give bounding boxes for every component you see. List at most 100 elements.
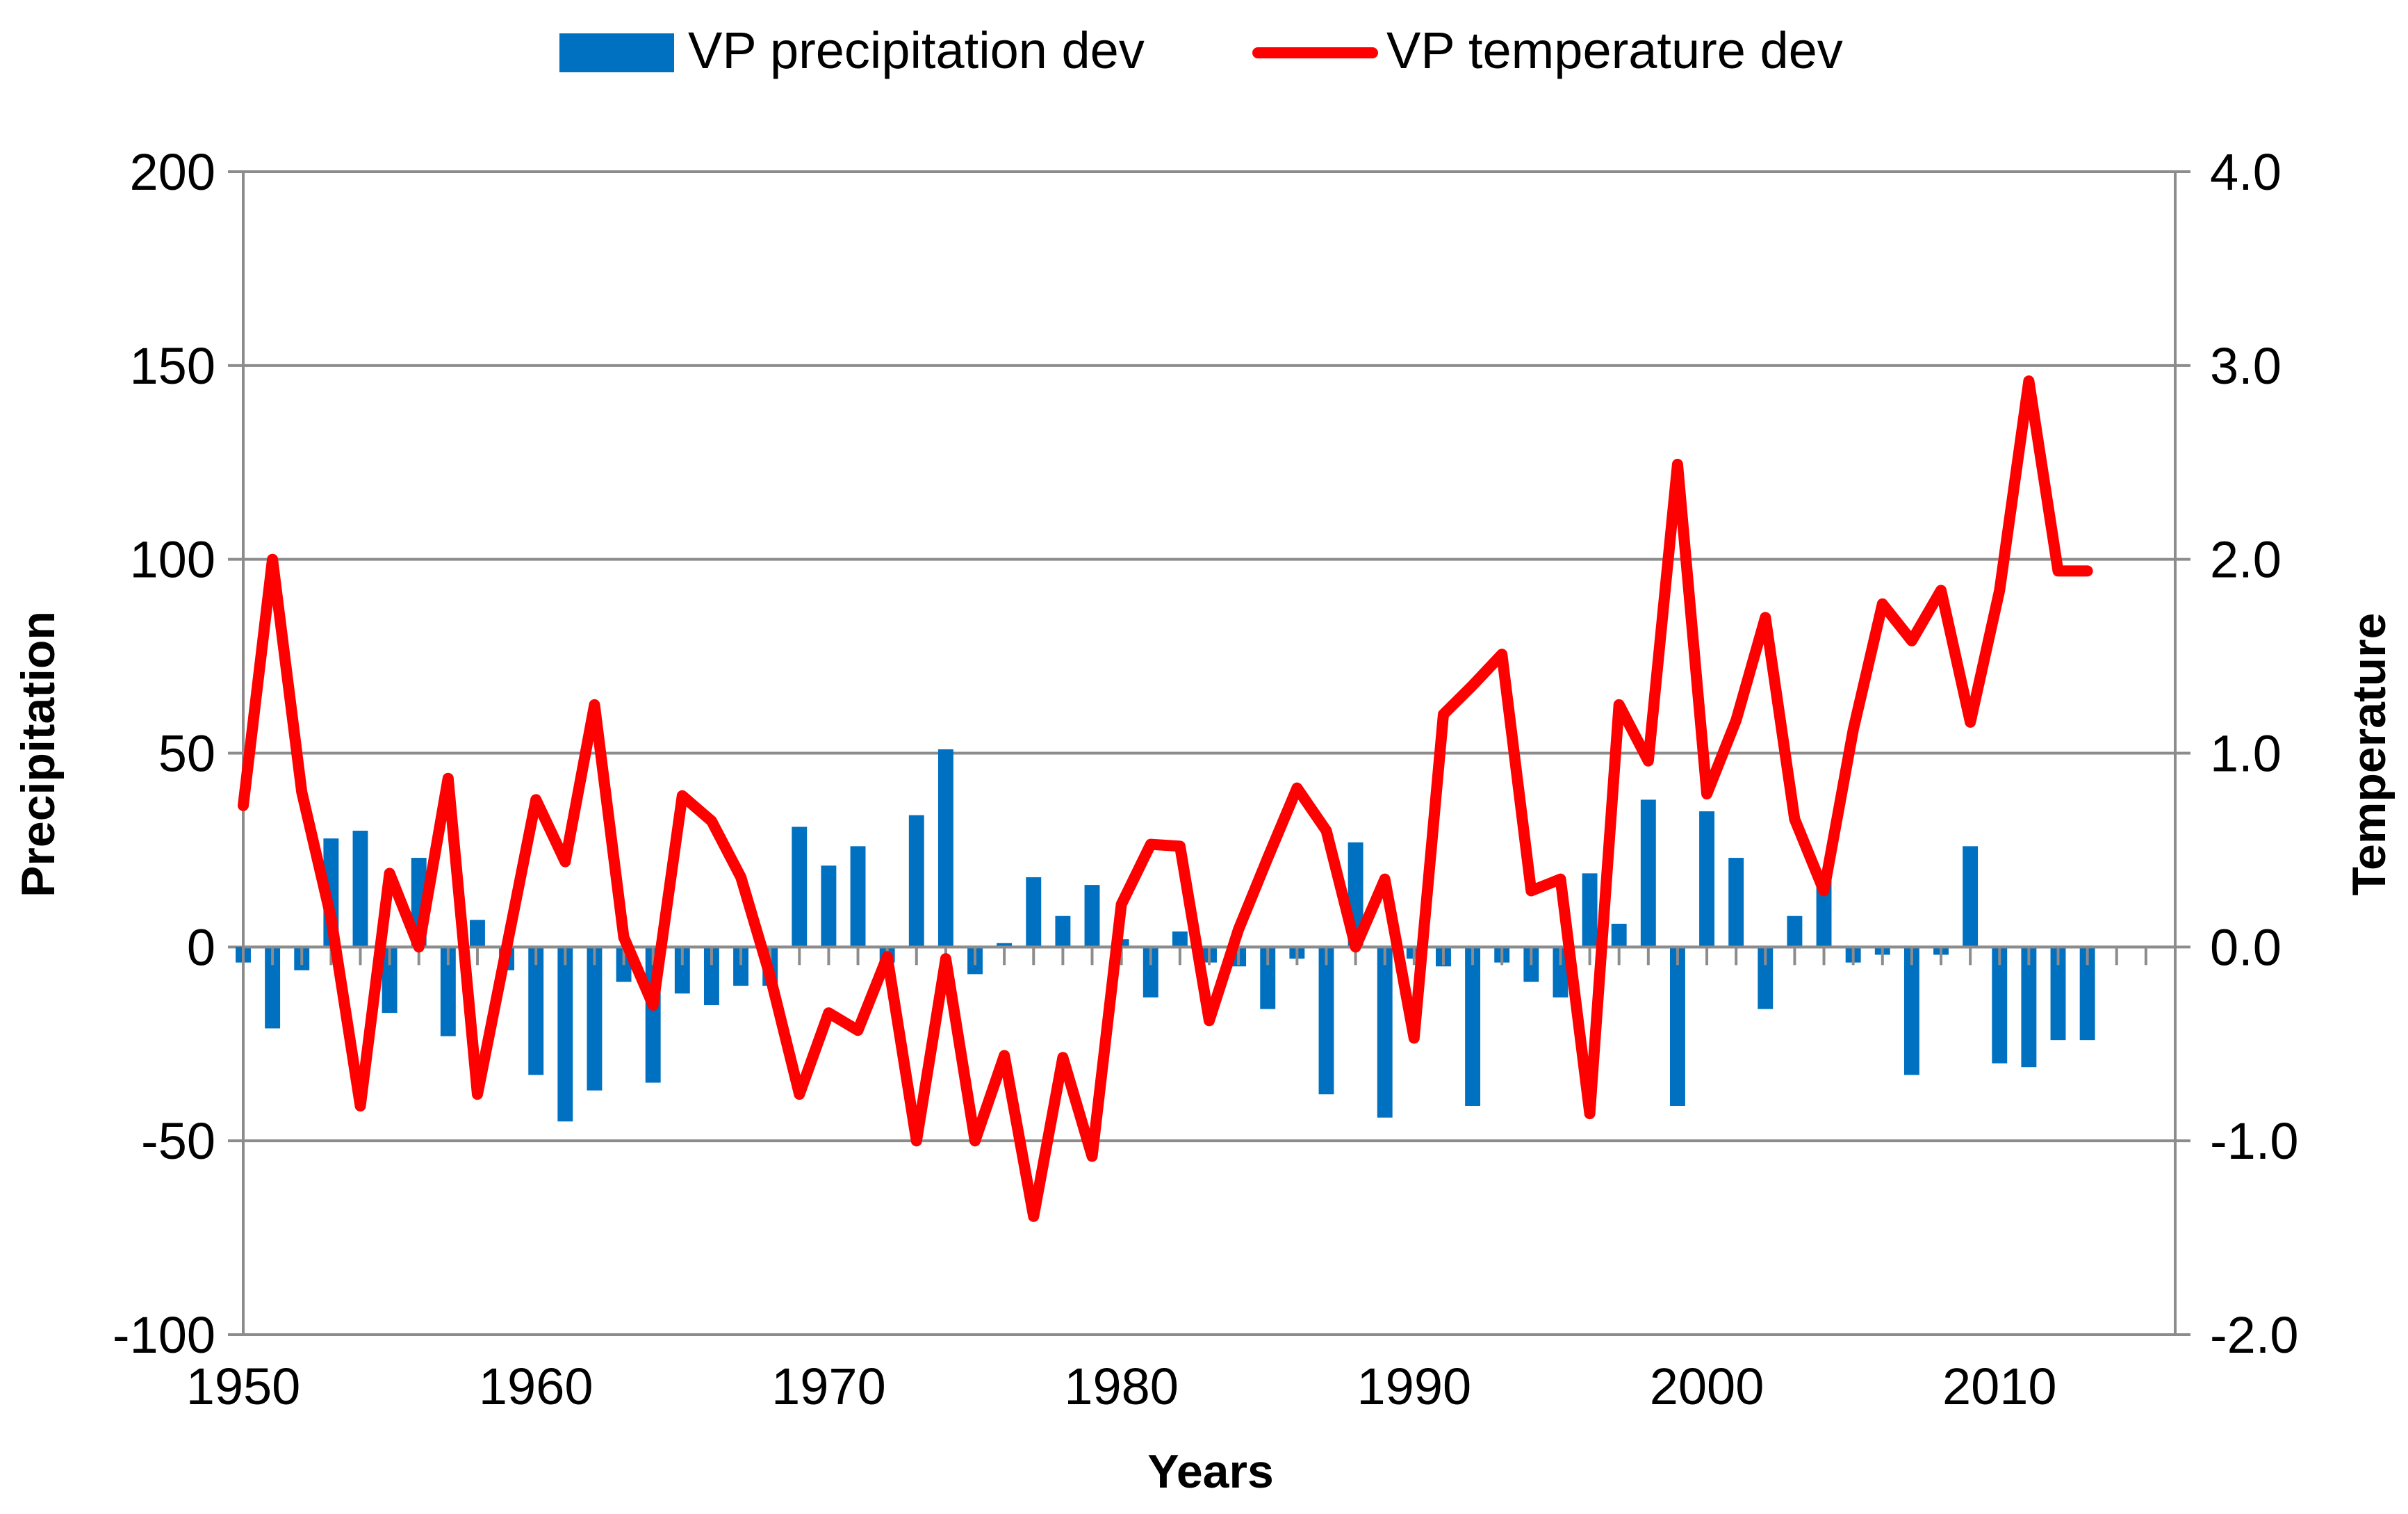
temperature-point: [681, 795, 683, 797]
temperature-point: [2028, 380, 2030, 382]
legend-label-precipitation: VP precipitation dev: [688, 22, 1145, 79]
temperature-point: [1910, 640, 1913, 642]
precipitation-bar: [908, 815, 924, 947]
x-tick-label: 1980: [1064, 1358, 1179, 1415]
precipitation-bar: [821, 865, 837, 947]
y-axis-title-left: Precipitation: [12, 611, 65, 897]
temperature-point: [1647, 760, 1649, 762]
precipitation-bar: [528, 947, 544, 1075]
axes: [242, 172, 2177, 1335]
temperature-point: [418, 946, 420, 948]
temperature-point: [710, 820, 712, 822]
temperature-point: [1354, 946, 1357, 948]
left-tick-labels: -100 -50 0 50 100 150 200: [113, 143, 215, 1364]
legend-label-temperature: VP temperature dev: [1386, 22, 1843, 79]
y-tick-label-right: -1.0: [2210, 1112, 2299, 1170]
temperature-point: [1296, 787, 1298, 789]
temperature-point: [1091, 1155, 1093, 1157]
temperature-point: [330, 917, 332, 919]
precipitation-bars: [236, 749, 2095, 1122]
precipitation-bar: [937, 749, 953, 947]
temperature-point: [2086, 570, 2088, 572]
temperature-point: [1735, 719, 1737, 722]
temperature-point: [828, 1012, 830, 1014]
precipitation-bar: [265, 947, 281, 1029]
temperature-point: [1209, 1020, 1210, 1022]
temperature-point: [1120, 903, 1122, 905]
precipitation-bar: [1963, 846, 1979, 947]
y-tick-label-left: 100: [130, 531, 215, 589]
precipitation-bar: [1669, 947, 1685, 1106]
gridlines: [228, 170, 2190, 1336]
precipitation-bar: [1142, 947, 1158, 998]
temperature-point: [1149, 843, 1152, 845]
legend: VP precipitation dev VP temperature dev: [559, 22, 1843, 79]
precipitation-bar: [1611, 923, 1627, 947]
temperature-point: [1999, 589, 2001, 592]
temperature-point: [301, 791, 303, 793]
x-tick-label: 1990: [1357, 1358, 1472, 1415]
temperature-point: [1881, 603, 1883, 605]
temperature-point: [857, 1029, 859, 1032]
precipitation-bar: [733, 947, 749, 986]
y-tick-label-right: 0.0: [2210, 918, 2282, 976]
temperature-point: [1472, 684, 1474, 686]
precipitation-bar: [1992, 947, 2008, 1064]
temperature-point: [1325, 830, 1327, 832]
precipitation-bar: [1318, 947, 1334, 1095]
precipitation-bar: [1787, 915, 1803, 947]
temperature-point: [388, 872, 391, 874]
precipitation-bar: [470, 920, 485, 947]
y-tick-label-left: -100: [113, 1306, 215, 1364]
y-tick-label-right: 2.0: [2210, 531, 2282, 589]
y-tick-label-left: 150: [130, 337, 215, 395]
x-tick-label: 1970: [771, 1358, 886, 1415]
precipitation-bar: [1055, 915, 1071, 947]
temperature-point: [243, 804, 244, 806]
temperature-point: [1852, 729, 1854, 731]
temperature-point: [593, 703, 596, 706]
x-tick-label: 2010: [1942, 1358, 2057, 1415]
precipitation-bar: [674, 947, 690, 994]
temperature-point: [974, 1140, 976, 1142]
temperature-point: [1969, 721, 1972, 723]
temperature-point: [1384, 878, 1386, 880]
temperature-point: [476, 1093, 478, 1096]
temperature-point: [272, 558, 274, 560]
precipitation-bar: [1260, 947, 1276, 1009]
precipitation-bar: [587, 947, 603, 1091]
precipitation-bar: [1758, 947, 1774, 1009]
legend-swatch-precipitation: [559, 33, 674, 72]
temperature-point: [506, 946, 508, 948]
precipitation-bar: [2021, 947, 2037, 1068]
temperature-point: [740, 876, 742, 878]
precipitation-bar: [1026, 877, 1042, 947]
temperature-point: [1004, 1055, 1006, 1057]
temperature-point: [1033, 1215, 1035, 1217]
right-tick-labels: -2.0 -1.0 0.0 1.0 2.0 3.0 4.0: [2210, 143, 2299, 1364]
precipitation-bar: [792, 827, 808, 947]
temperature-point: [1238, 929, 1240, 931]
temperature-point: [798, 1093, 801, 1096]
y-tick-label-left: -50: [141, 1112, 215, 1170]
temperature-point: [1501, 653, 1503, 656]
temperature-point: [1062, 1057, 1064, 1059]
temperature-point: [1676, 464, 1678, 466]
precipitation-bar: [1084, 885, 1100, 947]
x-tick-label: 2000: [1650, 1358, 1764, 1415]
precipitation-bar: [1728, 858, 1744, 947]
temperature-point: [1442, 713, 1444, 715]
precipitation-bar: [557, 947, 573, 1122]
y-tick-label-right: 3.0: [2210, 337, 2282, 395]
x-tick-label: 1950: [186, 1358, 301, 1415]
y-tick-label-left: 200: [130, 143, 215, 201]
temperature-point: [1823, 890, 1825, 892]
temperature-point: [1589, 1113, 1591, 1115]
precipitation-bar: [1377, 947, 1393, 1118]
precipitation-bar: [1553, 947, 1569, 998]
temperature-point: [1267, 857, 1269, 859]
temperature-line: [238, 375, 2093, 1222]
temperature-point: [1794, 818, 1796, 820]
y-tick-label-left: 50: [158, 725, 215, 783]
